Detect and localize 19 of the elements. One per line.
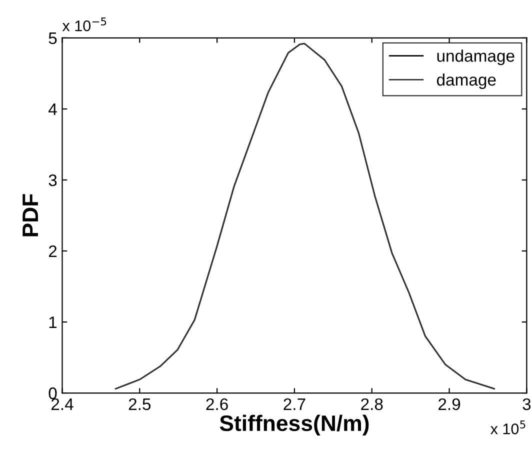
y-tick-label: 4 bbox=[48, 104, 57, 115]
x-tick-label: 2.7 bbox=[284, 398, 306, 410]
x-axis-title: Stiffness(N/m) bbox=[220, 414, 369, 436]
y-tick-label: 3 bbox=[48, 174, 57, 186]
y-axis-title: PDF bbox=[22, 194, 38, 236]
legend-label: damage bbox=[436, 73, 496, 90]
text: x 10$^{5}$ bbox=[490, 420, 526, 434]
x-tick-label: 2.6 bbox=[206, 398, 228, 410]
text: x 10$^{−5}$ bbox=[62, 17, 106, 32]
x-tick-label: 2.4 bbox=[52, 398, 74, 410]
y-tick-label: 1 bbox=[49, 316, 57, 328]
x-tick-label: 3 bbox=[522, 398, 531, 410]
legend-label: undamage bbox=[437, 50, 514, 66]
x-tick-label: 2.9 bbox=[438, 398, 460, 410]
x-tick-label: 2.5 bbox=[128, 398, 151, 410]
x-tick-label: 2.8 bbox=[361, 398, 383, 410]
y-tick-label: 2 bbox=[48, 245, 57, 258]
y-tick-label: 5 bbox=[48, 32, 57, 44]
y-tick-label: 0 bbox=[48, 387, 57, 400]
